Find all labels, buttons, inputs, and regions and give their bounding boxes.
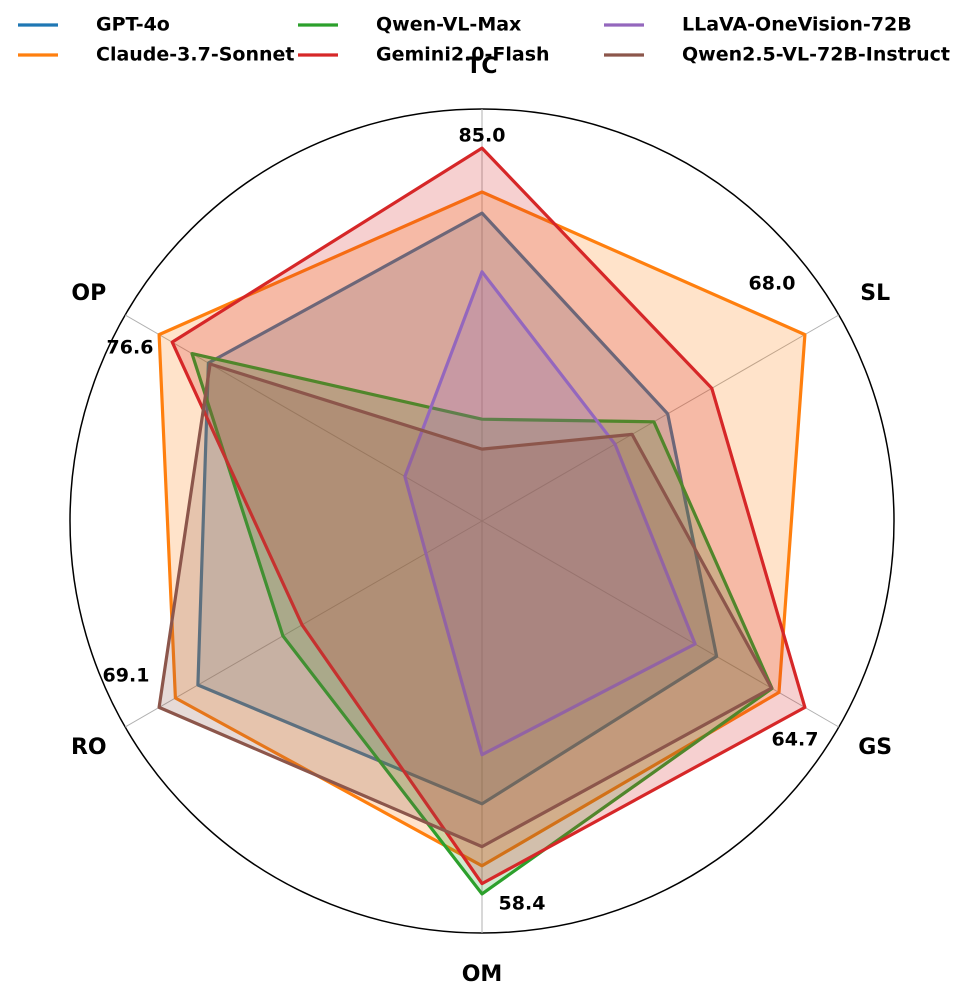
series-area (192, 353, 772, 894)
axis-max-label: 64.7 (772, 729, 819, 751)
series-area (159, 364, 772, 847)
series-line (403, 270, 697, 757)
axis-max-label: 68.0 (749, 273, 796, 295)
spoke (124, 520, 483, 728)
series-area (404, 271, 696, 755)
axis-label: RO (71, 735, 107, 760)
series-line (157, 362, 774, 849)
axis-max-label: 85.0 (459, 125, 506, 147)
series-area (197, 213, 717, 804)
legend-label: LLaVA-OneVision-72B (682, 14, 912, 36)
axis-label: OP (71, 281, 106, 306)
axis-max-label: 58.4 (499, 893, 546, 915)
axis-label: OM (462, 962, 503, 984)
series-area (172, 148, 805, 884)
spoke (481, 314, 840, 522)
legend-label: Qwen2.5-VL-72B-Instruct (682, 44, 950, 66)
series-line (196, 211, 719, 806)
axis-max-label: 76.6 (107, 337, 154, 359)
series-line (157, 190, 807, 868)
spoke (124, 314, 483, 522)
legend-label: GPT-4o (96, 14, 170, 36)
legend-label: Gemini2.0-Flash (376, 44, 550, 66)
axis-max-label: 69.1 (103, 665, 150, 687)
axis-label: GS (858, 735, 892, 760)
axis-label: SL (860, 281, 890, 306)
legend-label: Claude-3.7-Sonnet (96, 44, 294, 66)
series-area (159, 192, 805, 866)
legend-label: Qwen-VL-Max (376, 14, 521, 36)
series-line (170, 146, 807, 886)
series-line (190, 352, 774, 896)
axis-label: TC (466, 54, 497, 79)
